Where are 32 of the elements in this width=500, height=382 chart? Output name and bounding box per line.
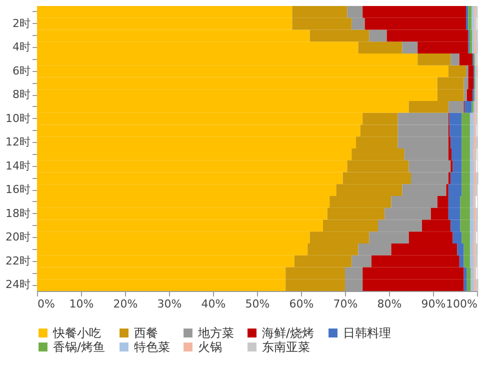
y-tick-label: 6时 — [12, 64, 30, 78]
y-tick-label: 22时 — [6, 254, 30, 268]
legend-label: 东南亚菜 — [262, 340, 310, 354]
y-tick-label: 12时 — [6, 136, 30, 149]
x-tick-label: 30% — [157, 298, 182, 310]
y-tick-label: 24时 — [6, 278, 30, 292]
x-tick-label: 20% — [113, 298, 138, 310]
x-tick-label: 0% — [38, 298, 55, 310]
y-tick-label: 2时 — [12, 16, 30, 30]
x-tick-label: 70% — [333, 298, 358, 310]
legend-label: 火锅 — [198, 340, 222, 354]
y-tick-label: 10时 — [6, 112, 30, 125]
y-tick-label: 4时 — [12, 40, 30, 54]
legend-label: 香锅/烤鱼 — [53, 340, 106, 354]
y-tick-label: 8时 — [12, 88, 30, 102]
legend-label: 特色菜 — [134, 340, 170, 354]
x-tick-label: 10% — [69, 298, 94, 310]
x-tick-label: 40% — [201, 298, 226, 310]
legend-label: 海鲜/烧烤 — [262, 326, 314, 340]
legend-label: 快餐小吃 — [52, 326, 101, 340]
x-tick-label: 60% — [289, 298, 314, 310]
x-tick-label: 90% — [421, 298, 446, 310]
y-tick-label: 16时 — [6, 183, 30, 196]
legend-label: 日韩料理 — [343, 326, 391, 340]
x-tick-label: 50% — [245, 298, 270, 310]
x-tick-label: 80% — [377, 298, 402, 310]
y-tick-label: 20时 — [6, 230, 30, 244]
x-tick-label: 100% — [446, 298, 478, 310]
legend-label: 地方菜 — [197, 326, 234, 340]
y-tick-label: 14时 — [6, 159, 30, 172]
legend-label: 西餐 — [134, 326, 158, 340]
y-tick-label: 18时 — [6, 206, 30, 220]
